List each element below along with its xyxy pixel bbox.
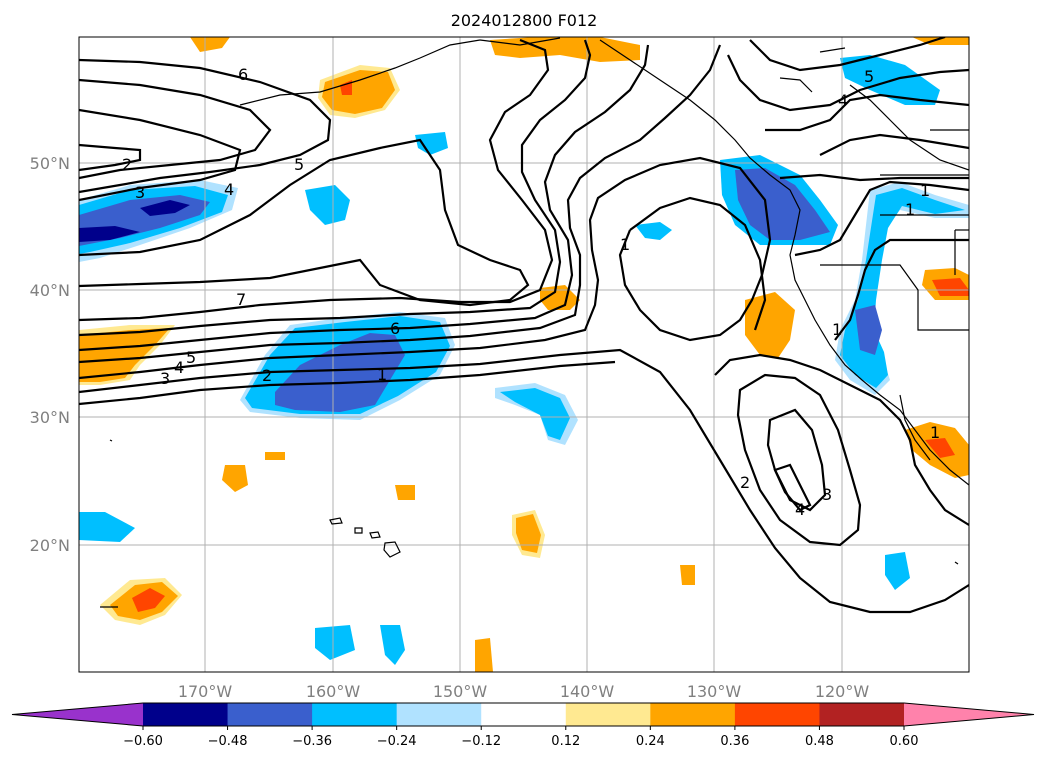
colorbar-tick-label: −0.60 [123, 734, 163, 749]
colorbar-segment [734, 703, 820, 726]
colorbar-segment [396, 703, 482, 726]
contour-label: 3 [160, 369, 170, 388]
contour-label: 4 [795, 500, 805, 519]
contour-label: 5 [294, 155, 304, 174]
contour-label: 5 [864, 67, 874, 86]
contour-label: 6 [238, 65, 248, 84]
colorbar-tick-label: −0.24 [377, 734, 417, 749]
lat-label: 50°N [30, 154, 70, 173]
map-frame [78, 36, 970, 673]
contour-label: 1 [377, 365, 387, 384]
colorbar-segment [312, 703, 398, 726]
longitude-labels: 170°W 160°W 150°W 140°W 130°W 120°W [178, 682, 870, 701]
contour-labels: 6 2 3 4 5 7 6 5 4 3 2 1 1 1 2 3 4 5 4 1 … [122, 65, 940, 519]
lon-label: 130°W [687, 682, 742, 701]
colorbar-segment [565, 703, 651, 726]
latitude-labels: 50°N 40°N 30°N 20°N [30, 154, 70, 555]
contour-label: 2 [122, 155, 132, 174]
colorbar-tick-label: −0.48 [208, 734, 248, 749]
colorbar-tick-label: −0.12 [461, 734, 501, 749]
contour-label: 6 [390, 319, 400, 338]
contour-label: 3 [822, 485, 832, 504]
map-area: 6 2 3 4 5 7 6 5 4 3 2 1 1 1 2 3 4 5 4 1 … [79, 37, 969, 672]
lon-label: 120°W [815, 682, 870, 701]
contour-label: 4 [174, 358, 184, 377]
lon-label: 160°W [306, 682, 361, 701]
contour-label: 1 [930, 423, 940, 442]
colorbar-tick-label: 0.36 [720, 734, 749, 749]
colorbar-tick-label: 0.48 [805, 734, 834, 749]
contour-label: 2 [262, 366, 272, 385]
contour-label: 1 [920, 181, 930, 200]
lon-label: 140°W [560, 682, 615, 701]
contour-label: 1 [832, 320, 842, 339]
islands [100, 439, 959, 608]
colorbar-segment [481, 703, 567, 726]
colorbar-tick-label: 0.12 [551, 734, 580, 749]
contour-label: 2 [740, 473, 750, 492]
positive-anomaly-regions [79, 37, 969, 672]
lat-label: 20°N [30, 536, 70, 555]
lon-label: 150°W [433, 682, 488, 701]
contour-label: 7 [236, 290, 246, 309]
colorbar-segment [143, 703, 229, 726]
colorbar-extend-high [904, 703, 1034, 726]
colorbar-tick-label: 0.60 [890, 734, 919, 749]
lat-label: 40°N [30, 281, 70, 300]
colorbar-extend-low [12, 703, 143, 726]
colorbar-segment [650, 703, 736, 726]
contour-label: 3 [135, 183, 145, 202]
contour-label: 4 [838, 91, 848, 110]
contour-label: 5 [186, 348, 196, 367]
colorbar: −0.60 −0.48 −0.36 −0.24 −0.12 0.12 0.24 0.36 0.4… [11, 702, 1035, 749]
colorbar-segment [819, 703, 905, 726]
contours [79, 37, 969, 614]
colorbar-tick-label: 0.24 [636, 734, 665, 749]
contour-label: 1 [905, 200, 915, 219]
lon-label: 170°W [178, 682, 233, 701]
colorbar-segment [227, 703, 313, 726]
contour-label: 4 [224, 180, 234, 199]
colorbar-tick-label: −0.36 [292, 734, 332, 749]
figure-title: 2024012800 F012 [451, 11, 598, 30]
lat-label: 30°N [30, 408, 70, 427]
contour-label: 1 [620, 235, 630, 254]
